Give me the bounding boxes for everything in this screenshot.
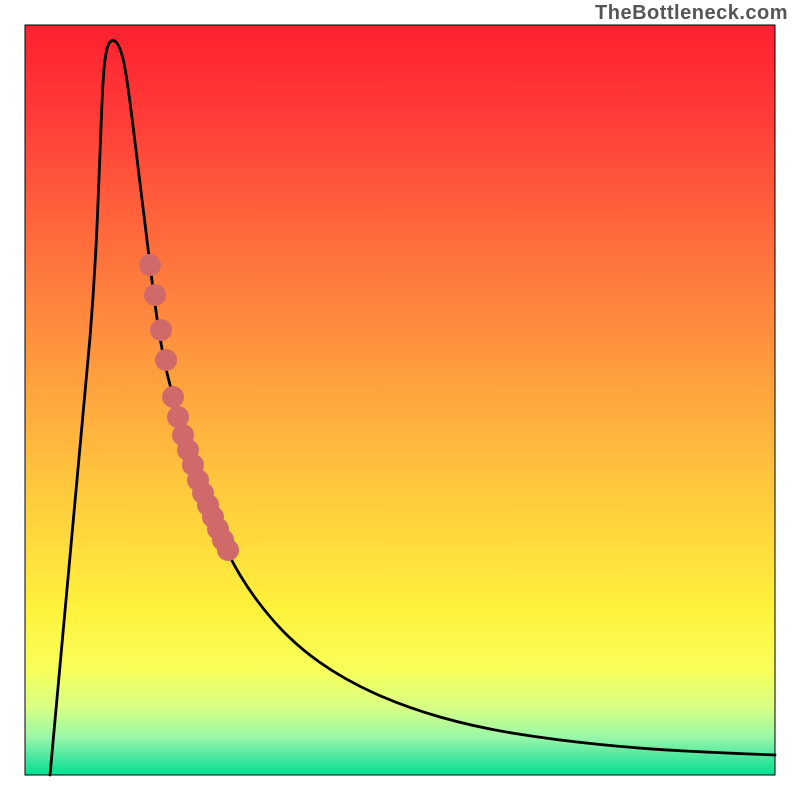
marker-point: [150, 319, 172, 341]
marker-point: [139, 254, 161, 276]
bottleneck-chart-svg: [0, 0, 800, 800]
marker-point: [217, 539, 239, 561]
marker-point: [167, 406, 189, 428]
marker-point: [162, 386, 184, 408]
watermark-text: TheBottleneck.com: [595, 2, 788, 25]
gradient-background: [25, 25, 775, 775]
chart-frame: TheBottleneck.com: [0, 0, 800, 800]
marker-point: [144, 284, 166, 306]
marker-point: [155, 349, 177, 371]
